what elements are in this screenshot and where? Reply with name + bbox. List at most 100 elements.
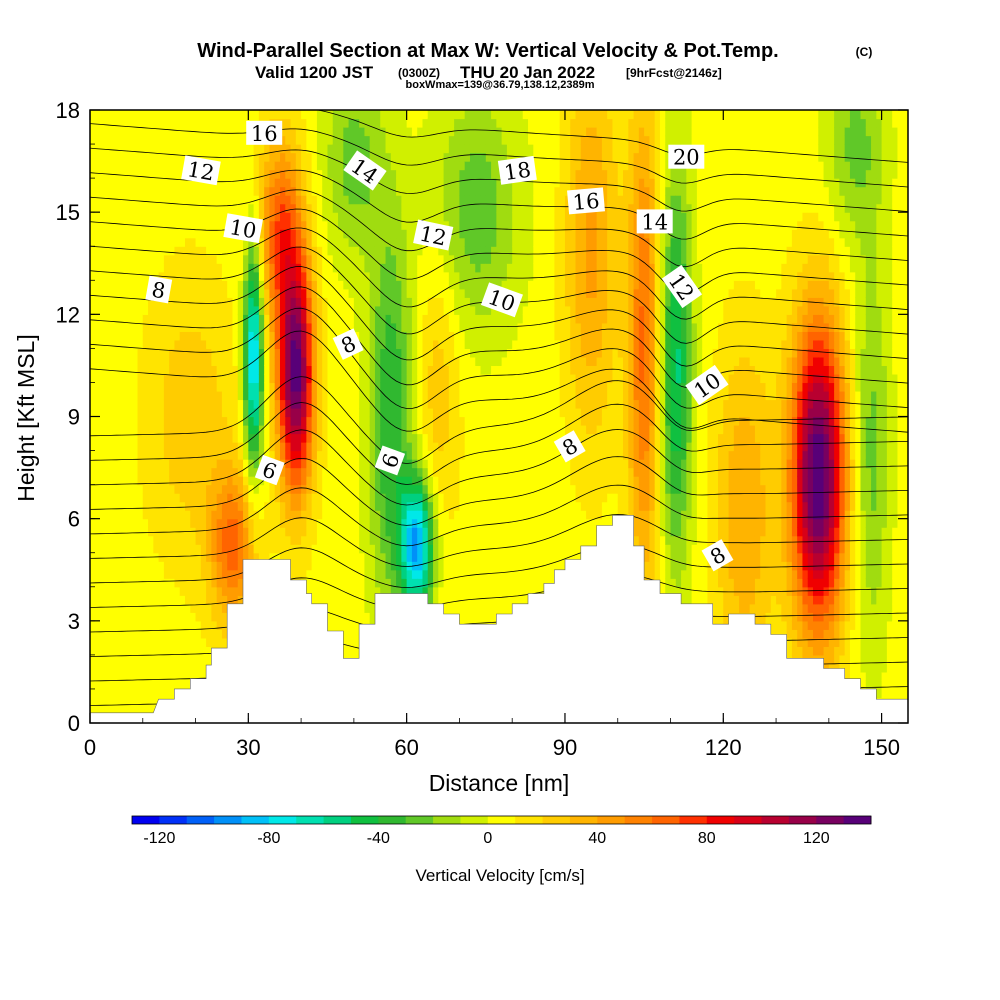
field-cell — [448, 161, 455, 171]
field-cell — [211, 305, 218, 315]
field-cell — [443, 195, 450, 205]
field-cell — [206, 144, 212, 154]
field-cell — [148, 229, 154, 239]
field-cell — [364, 356, 371, 367]
field-cell — [111, 476, 117, 486]
field-cell — [406, 229, 413, 239]
field-cell — [190, 467, 197, 477]
field-cell — [443, 186, 450, 196]
field-cell — [348, 399, 355, 409]
field-cell — [248, 407, 255, 418]
field-cell — [285, 178, 292, 188]
field-cell — [301, 484, 307, 494]
field-cell — [322, 476, 329, 486]
field-cell — [385, 152, 392, 162]
field-cell — [237, 144, 244, 154]
field-cell — [206, 561, 212, 571]
field-cell — [316, 578, 323, 588]
field-cell — [90, 450, 96, 460]
field-cell — [137, 510, 144, 520]
field-cell — [221, 178, 228, 188]
field-cell — [443, 493, 450, 503]
field-cell — [137, 186, 144, 196]
field-cell — [316, 152, 323, 162]
field-cell — [290, 118, 297, 128]
field-cell — [142, 416, 149, 426]
field-cell — [274, 484, 281, 494]
field-cell — [311, 288, 318, 298]
field-cell — [406, 476, 413, 486]
field-cell — [443, 578, 450, 588]
field-cell — [105, 697, 112, 707]
field-cell — [311, 356, 318, 367]
plot-area — [90, 110, 908, 723]
field-cell — [90, 280, 96, 290]
field-cell — [211, 195, 218, 205]
field-cell — [111, 331, 117, 341]
field-cell — [142, 544, 149, 554]
field-cell — [179, 390, 186, 401]
field-cell — [285, 493, 292, 503]
field-cell — [359, 561, 366, 571]
field-cell — [338, 365, 344, 375]
field-cell — [190, 229, 197, 239]
field-cell — [163, 484, 170, 494]
field-cell — [206, 229, 212, 239]
field-cell — [406, 510, 413, 520]
field-cell — [253, 552, 260, 562]
field-cell — [100, 501, 107, 511]
field-cell — [290, 561, 297, 571]
field-cell — [116, 348, 123, 358]
field-cell — [380, 407, 387, 418]
field-cell — [163, 237, 170, 247]
field-cell — [111, 416, 117, 426]
field-cell — [385, 348, 392, 358]
field-cell — [148, 195, 154, 205]
field-cell — [396, 237, 402, 247]
field-cell — [306, 322, 313, 332]
field-cell — [301, 407, 307, 418]
field-cell — [311, 144, 318, 154]
field-cell — [142, 288, 149, 298]
field-cell — [153, 442, 160, 452]
field-cell — [137, 331, 144, 341]
field-cell — [132, 518, 139, 528]
field-cell — [427, 152, 434, 162]
field-cell — [111, 688, 117, 699]
field-cell — [422, 569, 429, 579]
field-cell — [142, 510, 149, 520]
field-cell — [216, 127, 223, 137]
field-cell — [158, 339, 165, 349]
field-cell — [105, 467, 112, 477]
field-cell — [396, 476, 402, 486]
field-cell — [221, 305, 228, 315]
field-cell — [137, 476, 144, 486]
field-cell — [411, 288, 418, 298]
field-cell — [169, 663, 176, 673]
field-cell — [163, 339, 170, 349]
field-cell — [327, 501, 334, 511]
field-cell — [264, 425, 271, 435]
field-cell — [274, 161, 281, 171]
field-cell — [322, 535, 329, 545]
field-cell — [306, 586, 313, 596]
field-cell — [343, 203, 350, 213]
field-cell — [227, 425, 234, 435]
field-cell — [343, 127, 350, 137]
field-cell — [200, 459, 207, 469]
field-cell — [274, 382, 281, 392]
field-cell — [343, 459, 350, 469]
field-cell — [211, 339, 218, 349]
field-cell — [132, 144, 139, 154]
field-cell — [153, 305, 160, 315]
field-cell — [385, 322, 392, 332]
field-cell — [163, 229, 170, 239]
field-cell — [137, 271, 144, 281]
field-cell — [385, 127, 392, 137]
field-cell — [422, 331, 429, 341]
field-cell — [364, 373, 371, 384]
field-cell — [169, 629, 176, 639]
field-cell — [200, 254, 207, 264]
field-cell — [353, 271, 360, 281]
field-cell — [359, 612, 366, 622]
